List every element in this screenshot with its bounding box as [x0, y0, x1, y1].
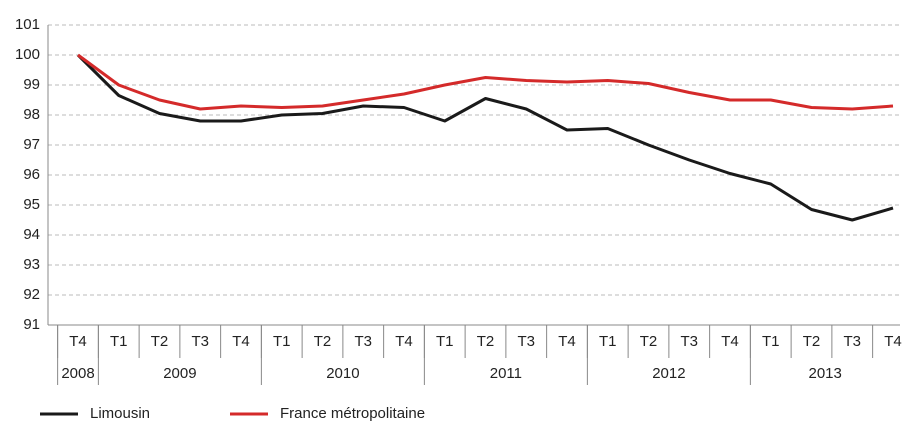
legend-label: Limousin: [90, 405, 150, 422]
x-tick-label: T4: [884, 333, 902, 350]
y-tick-label: 97: [23, 136, 40, 153]
y-tick-label: 94: [23, 226, 40, 243]
line-series: [76, 53, 894, 222]
year-label: 2013: [809, 365, 842, 382]
x-tick-label: T3: [680, 333, 698, 350]
legend-label: France métropolitaine: [280, 405, 425, 422]
x-tick-label: T4: [721, 333, 739, 350]
y-tick-label: 92: [23, 286, 40, 303]
x-tick-label: T2: [477, 333, 495, 350]
y-tick-label: 101: [15, 16, 40, 33]
year-label: 2012: [652, 365, 685, 382]
x-tick-label: T4: [558, 333, 576, 350]
year-label: 2009: [163, 365, 196, 382]
y-tick-label: 98: [23, 106, 40, 123]
x-tick-label: T3: [517, 333, 535, 350]
x-tick-label: T2: [803, 333, 821, 350]
y-tick-label: 96: [23, 166, 40, 183]
x-tick-label: T1: [436, 333, 454, 350]
x-tick-label: T2: [314, 333, 332, 350]
x-tick-label: T4: [395, 333, 413, 350]
x-tick-label: T2: [151, 333, 169, 350]
y-tick-label: 100: [15, 46, 40, 63]
x-tick-label: T1: [273, 333, 291, 350]
line-series: [77, 53, 894, 111]
y-tick-label: 91: [23, 316, 40, 333]
x-tick-label: T2: [640, 333, 658, 350]
x-tick-label: T3: [191, 333, 209, 350]
x-tick-label: T1: [762, 333, 780, 350]
year-label: 2011: [490, 365, 522, 382]
x-tick-label: T1: [599, 333, 617, 350]
x-tick-label: T4: [232, 333, 250, 350]
year-label: 2008: [61, 365, 94, 382]
y-tick-label: 99: [23, 76, 40, 93]
y-tick-label: 93: [23, 256, 40, 273]
x-tick-label: T1: [110, 333, 128, 350]
x-tick-label: T4: [69, 333, 87, 350]
y-tick-label: 95: [23, 196, 40, 213]
year-label: 2010: [326, 365, 359, 382]
x-tick-label: T3: [354, 333, 372, 350]
x-tick-label: T3: [843, 333, 861, 350]
